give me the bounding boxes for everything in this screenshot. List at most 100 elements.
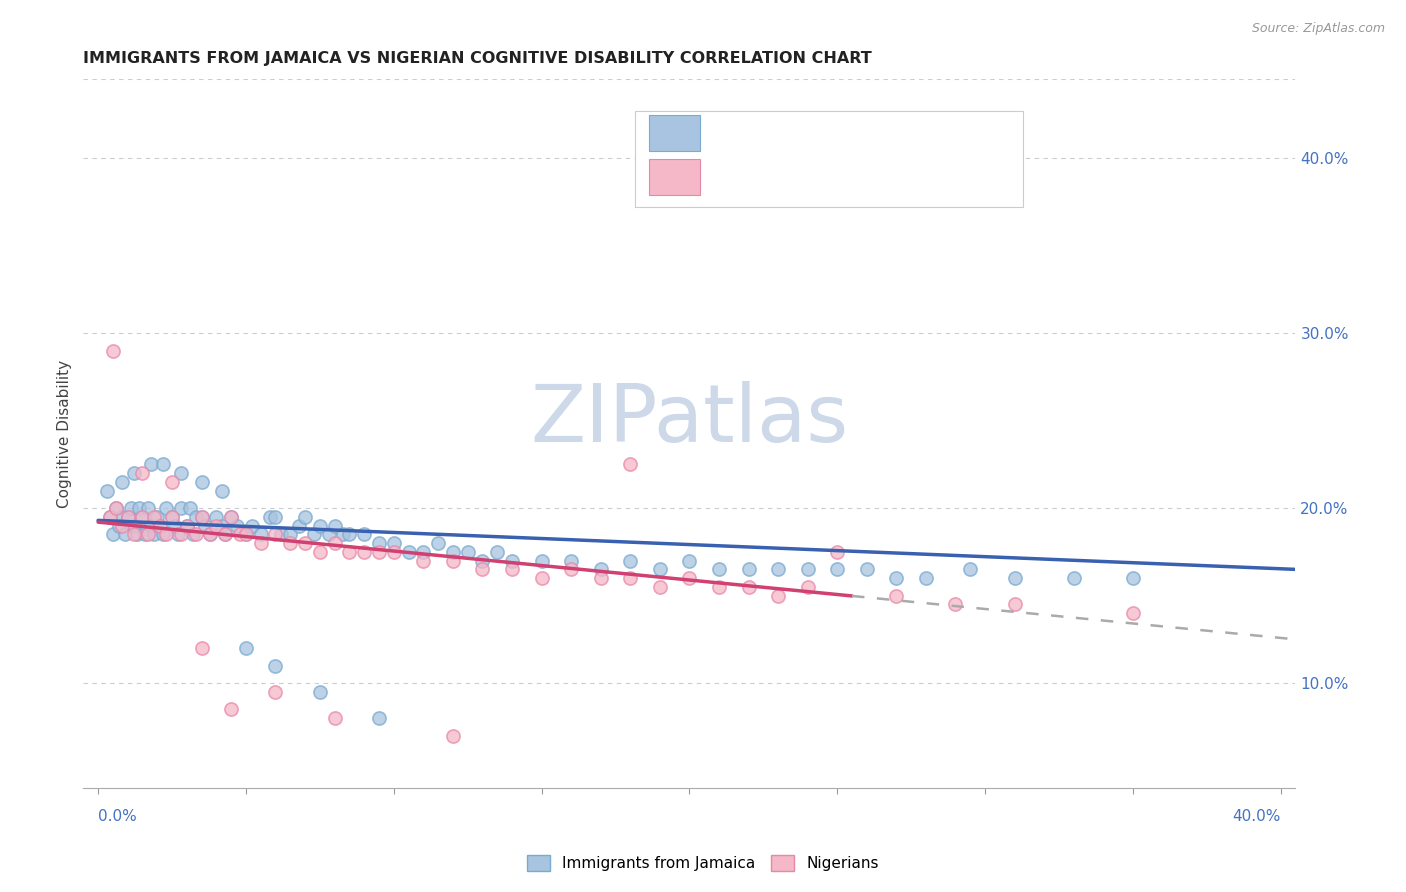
Point [412,545,434,559]
Point [160,509,183,524]
Point [278,536,301,550]
Point [959,562,981,576]
Point [398,545,420,559]
Point [945,598,967,612]
Text: 0.0%: 0.0% [98,809,136,824]
Point [457,545,479,559]
Point [886,571,908,585]
Point [766,562,789,576]
Point [211,483,233,498]
Point [441,553,464,567]
Text: N =: N = [856,126,890,141]
Point [560,553,582,567]
Point [589,562,612,576]
Point [184,509,207,524]
Point [114,527,136,541]
Point [190,641,212,656]
Point [125,527,148,541]
Legend: Immigrants from Jamaica, Nigerians: Immigrants from Jamaica, Nigerians [522,849,884,877]
Text: Source: ZipAtlas.com: Source: ZipAtlas.com [1251,22,1385,36]
Point [501,562,523,576]
Point [766,589,789,603]
Point [120,501,142,516]
Point [200,527,222,541]
Point [589,571,612,585]
Point [471,553,494,567]
Point [160,475,183,489]
Point [128,501,150,516]
Point [264,685,287,699]
Point [308,545,330,559]
Point [205,518,228,533]
Point [368,711,391,725]
Point [200,527,222,541]
Point [1122,571,1144,585]
Point [211,518,233,533]
Point [441,545,464,559]
Point [101,343,124,358]
Point [1004,598,1026,612]
Point [96,483,118,498]
Point [219,509,242,524]
Point [143,509,166,524]
Point [323,711,346,725]
Point [181,527,204,541]
Point [678,553,700,567]
Point [1004,571,1026,585]
Point [149,518,172,533]
Point [530,571,553,585]
Point [619,458,641,472]
Point [288,518,311,533]
Point [235,527,257,541]
Point [111,475,134,489]
Point [138,501,160,516]
Point [190,509,212,524]
Point [146,509,169,524]
Point [98,509,121,524]
Point [264,658,287,673]
Point [886,589,908,603]
Point [167,527,190,541]
Text: N =: N = [856,169,890,185]
Point [648,580,671,594]
Point [190,509,212,524]
Point [176,518,198,533]
Point [122,518,145,533]
Point [131,466,153,480]
Point [184,527,207,541]
Point [648,562,671,576]
Point [264,527,287,541]
Point [1122,606,1144,620]
Point [323,536,346,550]
Point [619,553,641,567]
FancyBboxPatch shape [636,112,1022,207]
Point [219,509,242,524]
Point [152,458,174,472]
Point [152,527,174,541]
Point [501,553,523,567]
Point [214,527,236,541]
Point [170,527,193,541]
Point [353,527,375,541]
Point [302,527,325,541]
Point [294,536,316,550]
Point [163,518,186,533]
Point [530,553,553,567]
Point [131,509,153,524]
Text: 92: 92 [903,126,922,141]
Point [176,518,198,533]
FancyBboxPatch shape [650,114,700,152]
Point [332,527,354,541]
Point [825,562,848,576]
Point [214,527,236,541]
Y-axis label: Cognitive Disability: Cognitive Disability [58,359,72,508]
Point [160,509,183,524]
Point [104,501,127,516]
Point [249,536,271,550]
Point [619,571,641,585]
Point [308,685,330,699]
Point [205,509,228,524]
Point [111,518,134,533]
Point [471,562,494,576]
Point [179,501,201,516]
